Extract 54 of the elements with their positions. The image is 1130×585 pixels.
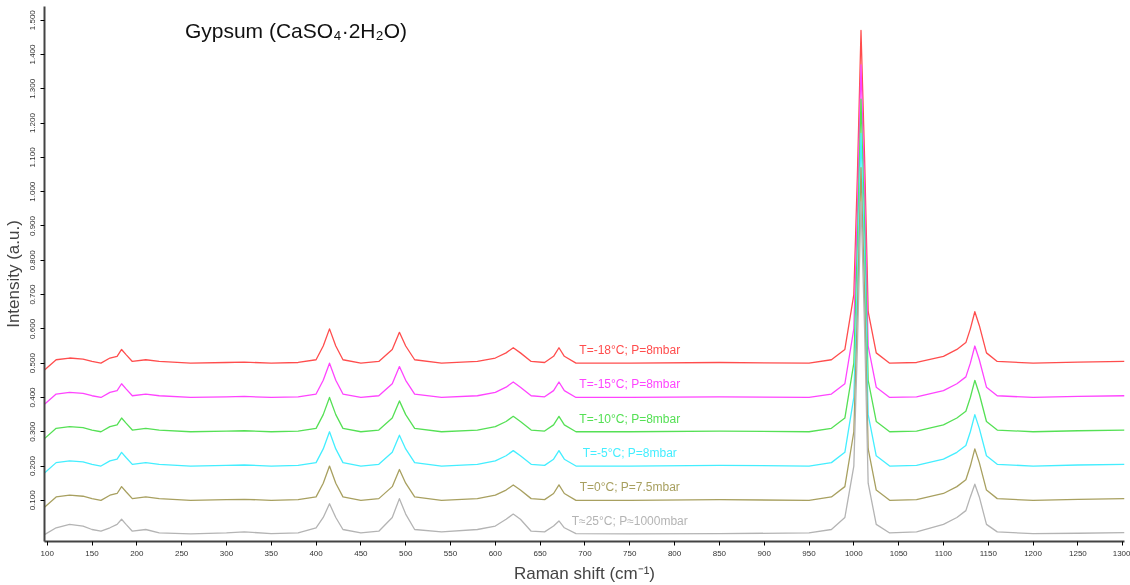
x-tick-label: 750 [623,548,637,558]
line-series [44,64,1125,405]
x-tick-label: 150 [85,548,100,558]
x-tick-label: 450 [354,548,369,558]
x-tick-label: 300 [219,548,234,558]
x-tick-label: 900 [757,548,772,558]
series-label: T=-10°C; P=8mbar [579,411,681,426]
x-tick-label: 700 [578,548,593,558]
x-tick-label: 500 [399,548,413,558]
y-tick-label: 1.000 [28,181,38,202]
line-series [44,201,1125,536]
y-tick-label: 1.400 [28,43,38,65]
x-tick-label: 250 [174,548,189,558]
x-tick-label: 800 [667,548,682,558]
y-tick-label: 0.400 [28,386,38,408]
x-tick-label: 1150 [979,548,998,558]
x-tick-label: 200 [130,548,145,558]
x-tick-label: 400 [309,548,324,558]
x-tick-label: 1050 [889,548,909,558]
line-series [44,167,1125,508]
x-tick-label: 350 [264,548,279,558]
x-tick-label: 600 [488,548,503,558]
x-tick-label: 550 [443,548,458,558]
y-tick-label: 0.600 [28,318,38,339]
series-label: T=0°C; P=7.5mbar [579,480,680,495]
y-tick-label: 0.500 [28,352,38,374]
line-series [44,98,1125,440]
y-tick-label: 0.300 [28,421,38,442]
x-tick-label: 1250 [1069,548,1088,558]
text: Gypsum (CaSO₄·2H₂O) [184,18,407,42]
y-tick-label: 1.300 [28,78,38,99]
y-tick-label: 1.100 [28,146,38,168]
x-tick-label: 950 [802,548,817,558]
series-label: T=-5°C; P=8mbar [582,446,677,461]
x-axis-title: Raman shift (cm⁻¹) [513,563,656,583]
series-label: T=-15°C; P=8mbar [579,377,681,392]
y-tick-label: 0.900 [28,215,38,236]
x-tick-label: 1000 [844,548,864,558]
x-tick-label: 1100 [934,548,953,558]
series-label: T≈25°C; P≈1000mbar [571,513,688,528]
y-axis-title: Intensity (a.u.) [3,220,23,328]
x-tick-label: 650 [533,548,548,558]
x-tick-label: 100 [40,548,55,558]
x-tick-label: 1200 [1024,548,1043,558]
y-tick-label: 0.200 [28,455,38,477]
y-tick-label: 1.500 [28,9,38,31]
y-tick-label: 0.700 [28,284,38,305]
y-tick-label: 1.200 [28,112,38,134]
y-tick-label: 0.100 [28,489,38,511]
line-series [44,132,1125,474]
series-label: T=-18°C; P=8mbar [579,343,681,358]
x-tick-label: 850 [712,548,727,558]
y-tick-label: 0.800 [28,249,38,271]
x-tick-label: 1300 [1112,548,1130,558]
